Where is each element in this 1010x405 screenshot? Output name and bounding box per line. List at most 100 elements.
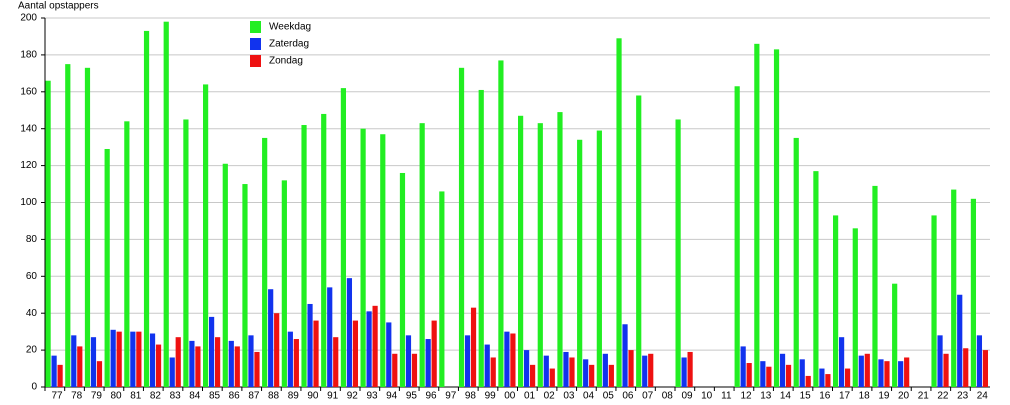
bar [734, 86, 740, 387]
bar [386, 322, 392, 387]
y-axis-label: Aantal opstappers [18, 1, 99, 12]
bar [96, 361, 103, 387]
bar [799, 359, 805, 387]
bar [313, 320, 319, 387]
bar [622, 324, 628, 387]
x-tick-label: 14 [780, 391, 792, 400]
bar [563, 351, 569, 387]
bar [957, 294, 963, 387]
bar [71, 335, 77, 387]
x-tick-label: 01 [524, 391, 536, 400]
bar [352, 320, 359, 387]
x-tick-label: 88 [268, 391, 280, 400]
bar [648, 353, 654, 387]
bar [740, 346, 746, 387]
x-tick-label: 94 [386, 391, 398, 400]
x-tick-label: 20 [898, 391, 910, 400]
bar [543, 355, 549, 387]
bar [425, 339, 431, 387]
bar [228, 340, 234, 387]
bar [510, 333, 516, 387]
bar [392, 353, 398, 387]
bar [380, 134, 386, 387]
x-tick-label: 95 [406, 391, 418, 400]
x-tick-label: 85 [209, 391, 221, 400]
x-tick-label: 06 [622, 391, 634, 400]
bar [431, 320, 437, 387]
bar [524, 350, 530, 387]
bar [405, 335, 412, 387]
x-tick-label: 11 [721, 391, 732, 400]
bar [951, 189, 957, 387]
x-tick-label: 19 [878, 391, 890, 400]
y-tick-label: 100 [20, 197, 37, 208]
bar [175, 337, 181, 387]
bar [549, 368, 555, 387]
bar [616, 38, 622, 388]
bar [864, 353, 870, 387]
bar [366, 311, 372, 387]
y-tick-label: 140 [20, 123, 37, 134]
bar [90, 337, 97, 387]
bar [411, 353, 418, 387]
bar [858, 355, 864, 387]
bar [372, 305, 378, 387]
x-tick-label: 04 [583, 391, 595, 400]
bar [943, 353, 949, 387]
x-tick-label: 86 [229, 391, 241, 400]
x-tick-label: 00 [504, 391, 516, 400]
legend-label: Zaterdag [269, 39, 309, 50]
bar [307, 303, 313, 387]
y-tick-label: 40 [26, 308, 38, 319]
bar [963, 348, 969, 387]
x-tick-label: 15 [800, 391, 812, 400]
x-tick-label: 07 [642, 391, 654, 400]
bar [845, 368, 851, 387]
bar [884, 361, 890, 387]
bar [754, 43, 760, 388]
x-tick-label: 84 [189, 391, 201, 400]
y-tick-label: 200 [20, 13, 37, 24]
bar [116, 331, 122, 387]
legend-swatch [250, 55, 261, 67]
y-tick-label: 80 [26, 234, 38, 245]
x-tick-label: 12 [741, 391, 753, 400]
x-tick-label: 99 [485, 391, 497, 400]
bar [464, 335, 471, 387]
bar [222, 163, 228, 387]
bar [931, 215, 937, 387]
x-tick-label: 83 [170, 391, 182, 400]
bar [274, 313, 280, 387]
bar [825, 374, 831, 387]
bar [155, 344, 162, 387]
bar [793, 137, 799, 387]
x-tick-label: 09 [681, 391, 693, 400]
bar [281, 180, 287, 387]
y-tick-label: 20 [26, 345, 38, 356]
bar [143, 30, 150, 387]
bar [675, 119, 681, 387]
bar [557, 112, 563, 387]
bar [982, 350, 989, 387]
bar [839, 337, 845, 387]
x-tick-label: 82 [150, 391, 162, 400]
x-tick-label: 16 [819, 391, 831, 400]
x-tick-label: 87 [248, 391, 260, 400]
bar [65, 64, 71, 387]
bar [746, 363, 752, 387]
bar [642, 355, 648, 387]
bar [124, 121, 130, 387]
bar [478, 89, 484, 387]
x-tick-label: 02 [544, 391, 556, 400]
x-tick-label: 91 [327, 391, 339, 400]
bar [779, 353, 786, 387]
bar [490, 357, 496, 387]
bar [346, 278, 353, 387]
bar [583, 359, 589, 387]
y-tick-label: 60 [26, 271, 38, 282]
x-tick-label: 89 [288, 391, 300, 400]
x-tick-label: 97 [445, 391, 457, 400]
bar [892, 283, 898, 387]
bar [254, 351, 260, 387]
